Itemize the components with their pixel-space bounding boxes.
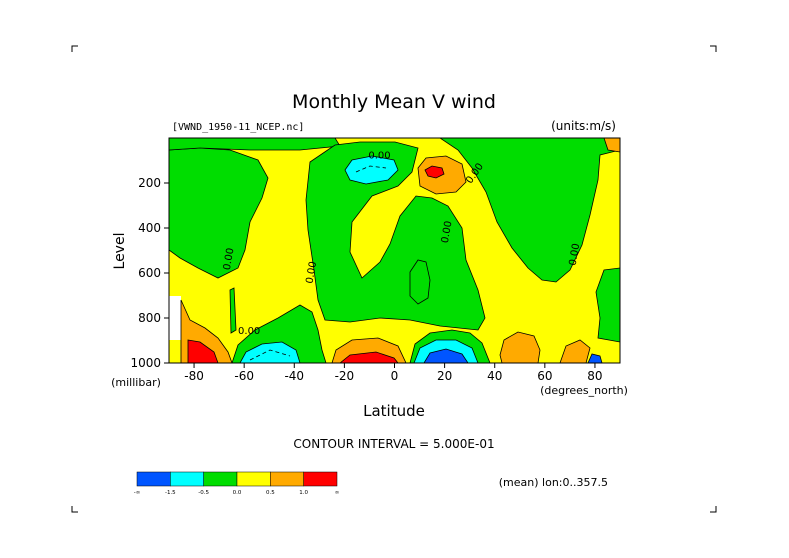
field-region-negative-sliver: [229, 287, 237, 334]
field-region-red-top: [424, 165, 445, 179]
colorbar-swatch: [170, 471, 204, 487]
y-tick-label: 800: [138, 311, 161, 325]
field-region-negative-far-right: [595, 267, 620, 343]
contour-label: 0.00: [238, 326, 260, 337]
colorbar-label: -∞: [134, 490, 141, 496]
field-region-blue-small: [587, 353, 603, 363]
field-region-negative-left: [169, 147, 269, 279]
corner-mark-top-left: [71, 45, 78, 52]
y-axis-label: Level: [112, 233, 128, 270]
x-tick-label: 40: [487, 369, 502, 383]
y-tick-label: 200: [138, 176, 161, 190]
dataset-label: [VWND_1950-11_NCEP.nc]: [172, 122, 304, 133]
colorbar-label: -1.5: [165, 490, 176, 496]
field-region-negative-small-patch: [409, 259, 431, 305]
colorbar-label: -0.5: [198, 490, 209, 496]
field-region-negative-top: [169, 138, 341, 151]
corner-mark-bottom-right: [710, 506, 717, 513]
colorbar-swatch: [303, 471, 338, 487]
colorbar-label: ∞: [335, 490, 340, 496]
contour-label: 0.00: [368, 150, 390, 161]
field-region-negative-central: [305, 141, 486, 331]
field-region-blue-core: [423, 348, 469, 363]
mean-text: (mean) lon:0..357.5: [499, 476, 608, 489]
x-tick-label: -80: [184, 369, 204, 383]
corner-mark-bottom-left: [71, 506, 78, 513]
chart-title: Monthly Mean V wind: [292, 91, 496, 113]
x-axis-ticks: -80 -60 -40 -20 0 20 40 60 80: [184, 363, 603, 383]
plot-area: 0.000.000.000.000.000.000.00: [168, 137, 621, 364]
field-region-red-bottom-left: [187, 339, 219, 363]
contour-label: 0.00: [305, 261, 320, 285]
corner-mark-top-right: [710, 45, 717, 52]
x-axis-label: Latitude: [363, 402, 425, 420]
colorbar: -∞ -1.5 -0.5 0.0 0.5 1.0 ∞: [134, 471, 340, 496]
corner-marks: [71, 45, 717, 513]
x-tick-label: -20: [335, 369, 355, 383]
colorbar-swatch: [136, 471, 171, 487]
field-region-negative-white-gap: [169, 296, 181, 340]
field-region-cyan-bottom-left: [239, 341, 301, 363]
x-axis-unit: (degrees_north): [540, 384, 628, 397]
contour-label: 0.00: [440, 220, 455, 244]
contour-labels: 0.000.000.000.000.000.000.00: [222, 150, 582, 337]
colorbar-label: 1.0: [299, 490, 308, 496]
colorbar-swatch: [203, 471, 238, 487]
y-axis-ticks: 200 400 600 800 1000: [130, 176, 169, 370]
field-region-negative-upper-right: [439, 138, 620, 283]
y-tick-label: 1000: [130, 356, 161, 370]
field-region-orange-bottom-right: [499, 331, 541, 363]
y-tick-label: 400: [138, 221, 161, 235]
field-region-orange-far-right: [559, 339, 591, 363]
contour-label: 0.00: [568, 243, 583, 267]
contour-interval-text: CONTOUR INTERVAL = 5.000E-01: [293, 437, 494, 451]
field-region-cyan-top: [344, 155, 399, 185]
y-axis-unit: (millibar): [111, 376, 161, 389]
field-region-orange-top-right: [603, 138, 620, 153]
colorbar-swatch: [236, 471, 271, 487]
x-tick-label: 20: [437, 369, 452, 383]
x-tick-label: 60: [537, 369, 552, 383]
colorbar-swatch: [270, 471, 304, 487]
x-tick-label: 80: [587, 369, 602, 383]
colorbar-label: 0.0: [233, 490, 242, 496]
colorbar-label: 0.5: [266, 490, 275, 496]
x-tick-label: -60: [234, 369, 254, 383]
x-tick-label: 0: [391, 369, 399, 383]
contour-line-dashed-bottom: [249, 349, 291, 361]
contour-label: 0.00: [222, 247, 237, 271]
x-tick-label: -40: [284, 369, 304, 383]
units-label: (units:m/s): [551, 119, 616, 133]
contour-line-dashed-top: [355, 165, 387, 173]
y-tick-label: 600: [138, 266, 161, 280]
field-region-red-bottom-center: [339, 351, 399, 363]
